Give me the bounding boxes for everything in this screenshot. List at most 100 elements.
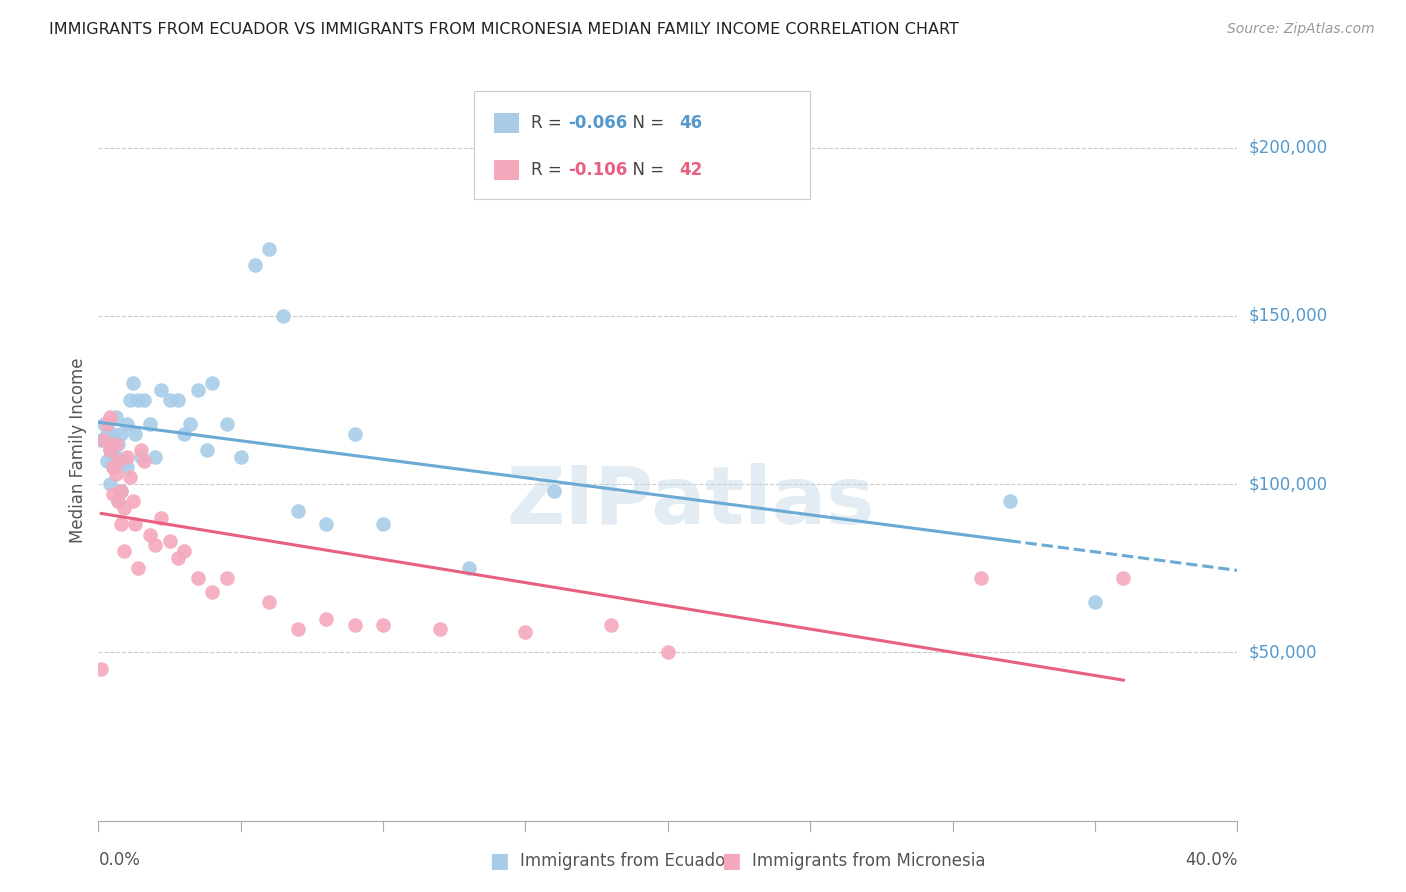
Point: [173, 426, 195, 441]
Point: [287, 622, 309, 636]
Text: 0.0%: 0.0%: [98, 851, 141, 869]
Point: [110, 483, 132, 498]
Point: [115, 460, 138, 475]
Point: [259, 595, 281, 609]
Point: [101, 487, 124, 501]
Point: [127, 561, 149, 575]
Point: [343, 426, 366, 441]
Point: [129, 443, 152, 458]
Point: [543, 483, 565, 498]
Point: [129, 450, 152, 465]
Point: [150, 510, 173, 524]
Point: [179, 417, 201, 431]
Point: [101, 460, 124, 475]
Point: [104, 436, 127, 450]
Point: [132, 392, 155, 407]
Point: [104, 450, 127, 465]
Point: [124, 517, 146, 532]
Bar: [494, 112, 519, 134]
Point: [145, 538, 167, 552]
Point: [145, 450, 167, 465]
Point: [201, 376, 224, 391]
Point: [229, 450, 252, 465]
Point: [201, 584, 224, 599]
Point: [970, 571, 993, 585]
Point: [173, 544, 195, 558]
Point: [115, 417, 138, 431]
Y-axis label: Median Family Income: Median Family Income: [69, 358, 87, 543]
Point: [315, 517, 337, 532]
Point: [104, 409, 127, 424]
Text: 42: 42: [679, 161, 703, 179]
Point: [315, 612, 337, 626]
Text: R =: R =: [531, 114, 567, 132]
Point: [112, 453, 135, 467]
Point: [657, 645, 679, 659]
Point: [96, 453, 118, 467]
Text: Immigrants from Ecuador: Immigrants from Ecuador: [520, 852, 733, 870]
Text: $100,000: $100,000: [1249, 475, 1327, 493]
Point: [1112, 571, 1135, 585]
Point: [107, 453, 129, 467]
Point: [98, 443, 121, 458]
Point: [373, 517, 395, 532]
Point: [515, 625, 537, 640]
Point: [215, 417, 238, 431]
Point: [600, 618, 623, 632]
Point: [93, 417, 115, 431]
Text: ■: ■: [721, 851, 741, 871]
Point: [93, 434, 115, 448]
Text: $50,000: $50,000: [1249, 643, 1317, 661]
Point: [132, 453, 155, 467]
Point: [112, 500, 135, 515]
Point: [457, 561, 479, 575]
Point: [187, 383, 209, 397]
Point: [373, 618, 395, 632]
Point: [104, 467, 127, 481]
Point: [127, 392, 149, 407]
Point: [167, 551, 190, 566]
Point: [187, 571, 209, 585]
Point: [110, 483, 132, 498]
Point: [98, 443, 121, 458]
Point: [118, 392, 141, 407]
Point: [287, 504, 309, 518]
Point: [118, 470, 141, 484]
Point: [98, 409, 121, 424]
Point: [121, 494, 143, 508]
Point: [101, 426, 124, 441]
Point: [110, 517, 132, 532]
Text: ■: ■: [489, 851, 509, 871]
Text: 46: 46: [679, 114, 703, 132]
Text: -0.106: -0.106: [568, 161, 627, 179]
Point: [124, 426, 146, 441]
Point: [107, 436, 129, 450]
Text: R =: R =: [531, 161, 567, 179]
Point: [159, 392, 181, 407]
Point: [998, 494, 1021, 508]
Text: $200,000: $200,000: [1249, 138, 1327, 157]
Text: -0.066: -0.066: [568, 114, 627, 132]
Point: [107, 494, 129, 508]
Point: [96, 426, 118, 441]
Point: [138, 417, 160, 431]
Point: [273, 309, 295, 323]
Point: [112, 544, 135, 558]
Point: [98, 477, 121, 491]
Point: [429, 622, 451, 636]
Text: IMMIGRANTS FROM ECUADOR VS IMMIGRANTS FROM MICRONESIA MEDIAN FAMILY INCOME CORRE: IMMIGRANTS FROM ECUADOR VS IMMIGRANTS FR…: [49, 22, 959, 37]
Point: [121, 376, 143, 391]
Bar: [494, 160, 519, 180]
Point: [138, 527, 160, 541]
Point: [101, 460, 124, 475]
Point: [259, 242, 281, 256]
Text: Immigrants from Micronesia: Immigrants from Micronesia: [752, 852, 986, 870]
Text: Source: ZipAtlas.com: Source: ZipAtlas.com: [1227, 22, 1375, 37]
FancyBboxPatch shape: [474, 91, 810, 199]
Point: [215, 571, 238, 585]
Point: [90, 662, 112, 676]
Point: [195, 443, 218, 458]
Text: ZIPatlas: ZIPatlas: [506, 463, 875, 541]
Point: [159, 534, 181, 549]
Text: N =: N =: [623, 161, 669, 179]
